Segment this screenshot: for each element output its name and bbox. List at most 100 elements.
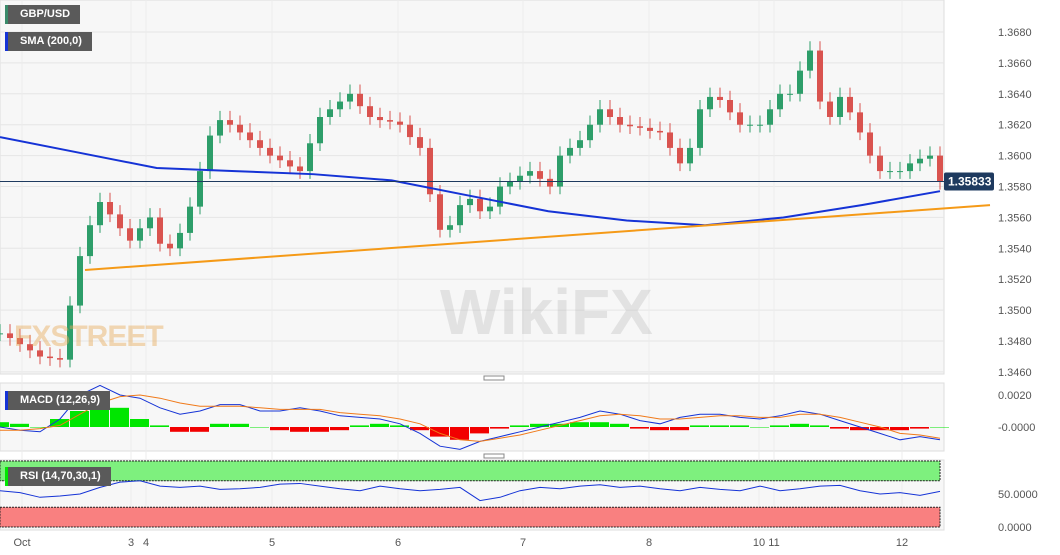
candle-body xyxy=(37,350,43,357)
candle-body xyxy=(917,158,923,164)
macd-histogram-bar xyxy=(490,427,509,429)
macd-histogram-bar xyxy=(750,427,769,428)
overbought-band xyxy=(0,460,941,482)
rsi-tick-label: 0.0000 xyxy=(998,522,1032,534)
candle-body xyxy=(107,202,113,215)
candle-body xyxy=(647,127,653,131)
x-tick-label: 5 xyxy=(269,537,275,549)
candle-body xyxy=(367,106,373,118)
rsi-line xyxy=(0,480,941,502)
y-tick-label: 1.3500 xyxy=(998,305,1032,317)
rsi-tick-label: 50.0000 xyxy=(998,489,1038,501)
candle-body xyxy=(867,132,873,156)
fxstreet-watermark: FXSTREET xyxy=(14,320,164,353)
rsi-label: RSI (14,70,30,1) xyxy=(5,467,111,486)
candle-body xyxy=(927,155,933,159)
macd-label: MACD (12,26,9) xyxy=(5,391,111,410)
candle-body xyxy=(617,117,623,125)
macd-histogram-bar xyxy=(190,427,209,432)
candle-body xyxy=(747,124,753,126)
candle-body xyxy=(937,155,943,182)
macd-histogram-bar xyxy=(850,427,869,431)
macd-histogram-bar xyxy=(370,423,389,427)
candle-body xyxy=(347,93,353,102)
candle-body xyxy=(437,194,443,230)
oversold-band xyxy=(0,506,941,528)
macd-histogram-bar xyxy=(590,422,609,427)
candle-body xyxy=(357,93,363,107)
macd-histogram-bar xyxy=(510,425,529,427)
candle-body xyxy=(847,96,853,113)
candle-body xyxy=(807,50,813,71)
macd-histogram-bar xyxy=(910,427,929,429)
candle-body xyxy=(217,120,223,136)
candle-body xyxy=(47,356,53,359)
candle-body xyxy=(837,96,843,118)
sma-label: SMA (200,0) xyxy=(5,32,92,51)
macd-histogram-bar xyxy=(630,427,649,429)
macd-histogram-bar xyxy=(350,425,369,427)
candle-body xyxy=(77,256,83,306)
macd-line xyxy=(0,384,941,450)
candle-body xyxy=(877,155,883,172)
candle-body xyxy=(267,147,273,156)
macd-histogram-bar xyxy=(830,427,849,429)
macd-histogram-bar xyxy=(150,425,169,427)
candle-body xyxy=(637,126,643,128)
macd-panel xyxy=(0,382,945,452)
x-tick-label: 10 xyxy=(753,537,765,549)
x-tick-label: 8 xyxy=(646,537,652,549)
candle-body xyxy=(767,109,773,125)
candle-body xyxy=(407,124,413,138)
panel-resize-handle[interactable] xyxy=(483,453,505,459)
candle-body xyxy=(717,96,723,101)
macd-histogram-bar xyxy=(730,425,749,427)
candle-body xyxy=(147,217,153,229)
candle-body xyxy=(97,202,103,226)
macd-histogram-bar xyxy=(650,427,669,431)
candle-body xyxy=(397,121,403,125)
sma-line xyxy=(0,136,941,227)
candle-body xyxy=(827,101,833,118)
candle-body xyxy=(577,140,583,148)
x-tick-label: 12 xyxy=(896,537,908,549)
wikifx-watermark: WikiFX xyxy=(440,276,653,348)
x-tick-label: 7 xyxy=(520,537,526,549)
candle-body xyxy=(177,232,183,249)
candle-body xyxy=(517,175,523,182)
x-tick-label: 3 xyxy=(128,537,134,549)
candle-body xyxy=(487,206,493,212)
macd-histogram-bar xyxy=(810,425,829,427)
candle-body xyxy=(87,225,93,257)
macd-histogram-bar xyxy=(690,425,709,427)
candle-body xyxy=(237,124,243,133)
candle-body xyxy=(427,147,433,195)
macd-histogram-bar xyxy=(290,427,309,432)
candle-body xyxy=(447,225,453,230)
macd-histogram-bar xyxy=(130,419,149,427)
macd-histogram-bar xyxy=(470,427,489,434)
last-price-badge xyxy=(944,172,994,191)
candle-body xyxy=(7,333,13,339)
candle-body xyxy=(907,163,913,172)
macd-histogram-bar xyxy=(570,422,589,427)
candle-body xyxy=(567,147,573,156)
candle-body xyxy=(597,109,603,125)
macd-histogram-bar xyxy=(330,427,349,431)
candle-body xyxy=(457,205,463,226)
candle-body xyxy=(817,50,823,102)
macd-histogram-bar xyxy=(410,427,429,431)
y-tick-label: 1.3560 xyxy=(998,212,1032,224)
x-tick-label: 4 xyxy=(143,537,149,549)
y-tick-label: 1.3580 xyxy=(998,182,1032,194)
candle-body xyxy=(757,124,763,126)
candle-body xyxy=(167,243,173,249)
panel-resize-handle[interactable] xyxy=(483,375,505,381)
candle-body xyxy=(547,178,553,187)
y-tick-label: 1.3540 xyxy=(998,243,1032,255)
macd-histogram-bar xyxy=(0,422,9,427)
candle-body xyxy=(797,70,803,94)
candle-body xyxy=(687,147,693,164)
macd-histogram-bar xyxy=(50,419,69,427)
